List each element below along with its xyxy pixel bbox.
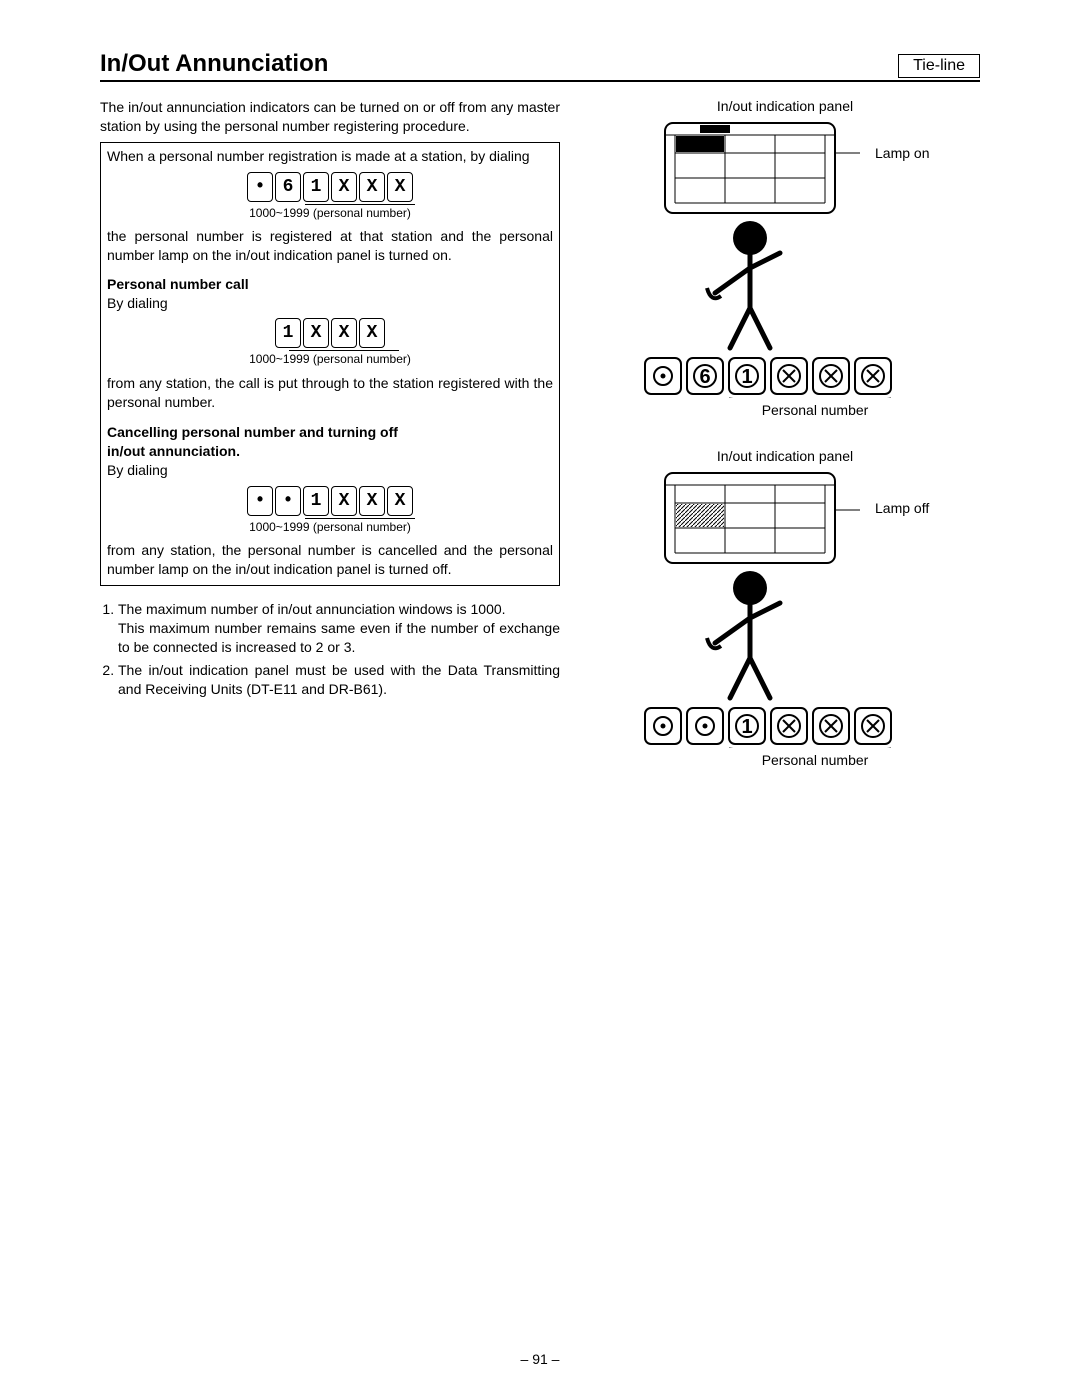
box-p5: By dialing <box>107 461 553 480</box>
svg-text:1: 1 <box>741 716 752 738</box>
key: X <box>387 486 413 516</box>
right-column: In/out indication panel <box>590 98 980 798</box>
pn-label: Personal number <box>685 402 945 418</box>
note-1b: This maximum number remains same even if… <box>118 620 560 655</box>
key: 1 <box>275 318 301 348</box>
underbrace <box>289 350 399 351</box>
box-p1: When a personal number registration is m… <box>107 147 553 166</box>
key: • <box>247 172 273 202</box>
cancel-heading-1: Cancelling personal number and turning o… <box>107 423 553 442</box>
panel-off-illustration: Lamp off 1 <box>625 468 945 748</box>
seq2-note: 1000~1999 (personal number) <box>107 351 553 367</box>
key: X <box>359 486 385 516</box>
seq1-note: 1000~1999 (personal number) <box>107 205 553 221</box>
key: X <box>359 318 385 348</box>
left-column: The in/out annunciation indicators can b… <box>100 98 560 798</box>
underbrace <box>305 204 415 205</box>
cancel-heading-2: in/out annunciation. <box>107 442 553 461</box>
page-title: In/Out Annunciation <box>100 50 328 78</box>
lamp-off-label: Lamp off <box>875 500 929 516</box>
panel-label: In/out indication panel <box>625 98 945 114</box>
key: 1 <box>303 486 329 516</box>
key-sequence-2: 1 X X X <box>107 318 553 348</box>
svg-text:6: 6 <box>699 366 710 388</box>
procedure-box: When a personal number registration is m… <box>100 142 560 586</box>
box-p4: from any station, the call is put throug… <box>107 374 553 412</box>
key: X <box>359 172 385 202</box>
key: • <box>247 486 273 516</box>
page-number: – 91 – <box>0 1351 1080 1367</box>
note-2: The in/out indication panel must be used… <box>118 661 560 699</box>
note-1a: The maximum number of in/out annunciatio… <box>118 601 506 617</box>
header: In/Out Annunciation Tie-line <box>100 50 980 82</box>
keypad-row-off: 1 <box>645 708 891 748</box>
box-p2: the personal number is registered at tha… <box>107 227 553 265</box>
underbrace <box>305 518 415 519</box>
keypad-row-on: 6 1 <box>645 358 891 398</box>
note-1: The maximum number of in/out annunciatio… <box>118 600 560 657</box>
key: 6 <box>275 172 301 202</box>
box-p6: from any station, the personal number is… <box>107 541 553 579</box>
key-sequence-3: • • 1 X X X <box>107 486 553 516</box>
key: X <box>331 486 357 516</box>
seq3-note: 1000~1999 (personal number) <box>107 519 553 535</box>
key: X <box>387 172 413 202</box>
pn-label-2: Personal number <box>685 752 945 768</box>
notes-list: The maximum number of in/out annunciatio… <box>100 600 560 698</box>
key-sequence-1: • 6 1 X X X <box>107 172 553 202</box>
box-p3: By dialing <box>107 294 553 313</box>
panel-label-2: In/out indication panel <box>625 448 945 464</box>
key: X <box>331 172 357 202</box>
panel-group-on: In/out indication panel <box>625 98 945 418</box>
key: 1 <box>303 172 329 202</box>
panel-group-off: In/out indication panel Lamp off <box>625 448 945 768</box>
personal-call-heading: Personal number call <box>107 276 249 292</box>
svg-text:1: 1 <box>741 366 752 388</box>
key: X <box>303 318 329 348</box>
intro-text: The in/out annunciation indicators can b… <box>100 98 560 136</box>
key: • <box>275 486 301 516</box>
key: X <box>331 318 357 348</box>
lamp-on-label: Lamp on <box>875 145 929 161</box>
panel-on-illustration: Lamp on 6 1 <box>625 118 945 398</box>
tie-line-tag: Tie-line <box>898 54 980 78</box>
